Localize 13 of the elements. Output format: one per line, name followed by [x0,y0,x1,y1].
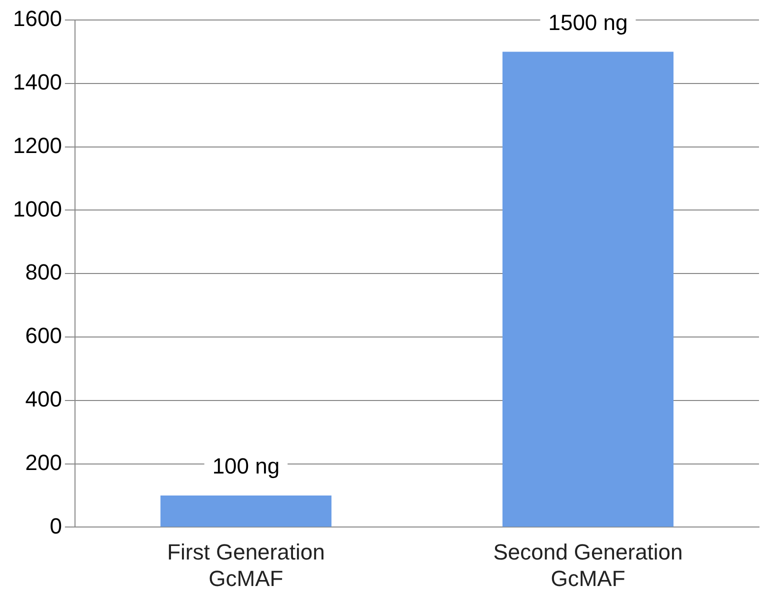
x-tick-label: First Generation GcMAF [167,539,325,591]
y-tick-label: 0 [50,513,62,538]
y-tick-label: 400 [25,386,62,412]
y-tick-label: 1600 [12,6,62,32]
x-tick-label: Second Generation GcMAF [493,539,683,591]
y-tick-label: 1400 [12,69,62,94]
y-tick-label: 200 [25,450,62,475]
y-tick-label: 600 [25,323,62,348]
data-label: 100 ng [212,454,280,479]
y-tick-label: 800 [25,260,62,285]
y-tick-label: 1200 [12,132,62,158]
data-label: 1500 ng [548,10,628,35]
y-tick-label: 1000 [12,196,62,222]
